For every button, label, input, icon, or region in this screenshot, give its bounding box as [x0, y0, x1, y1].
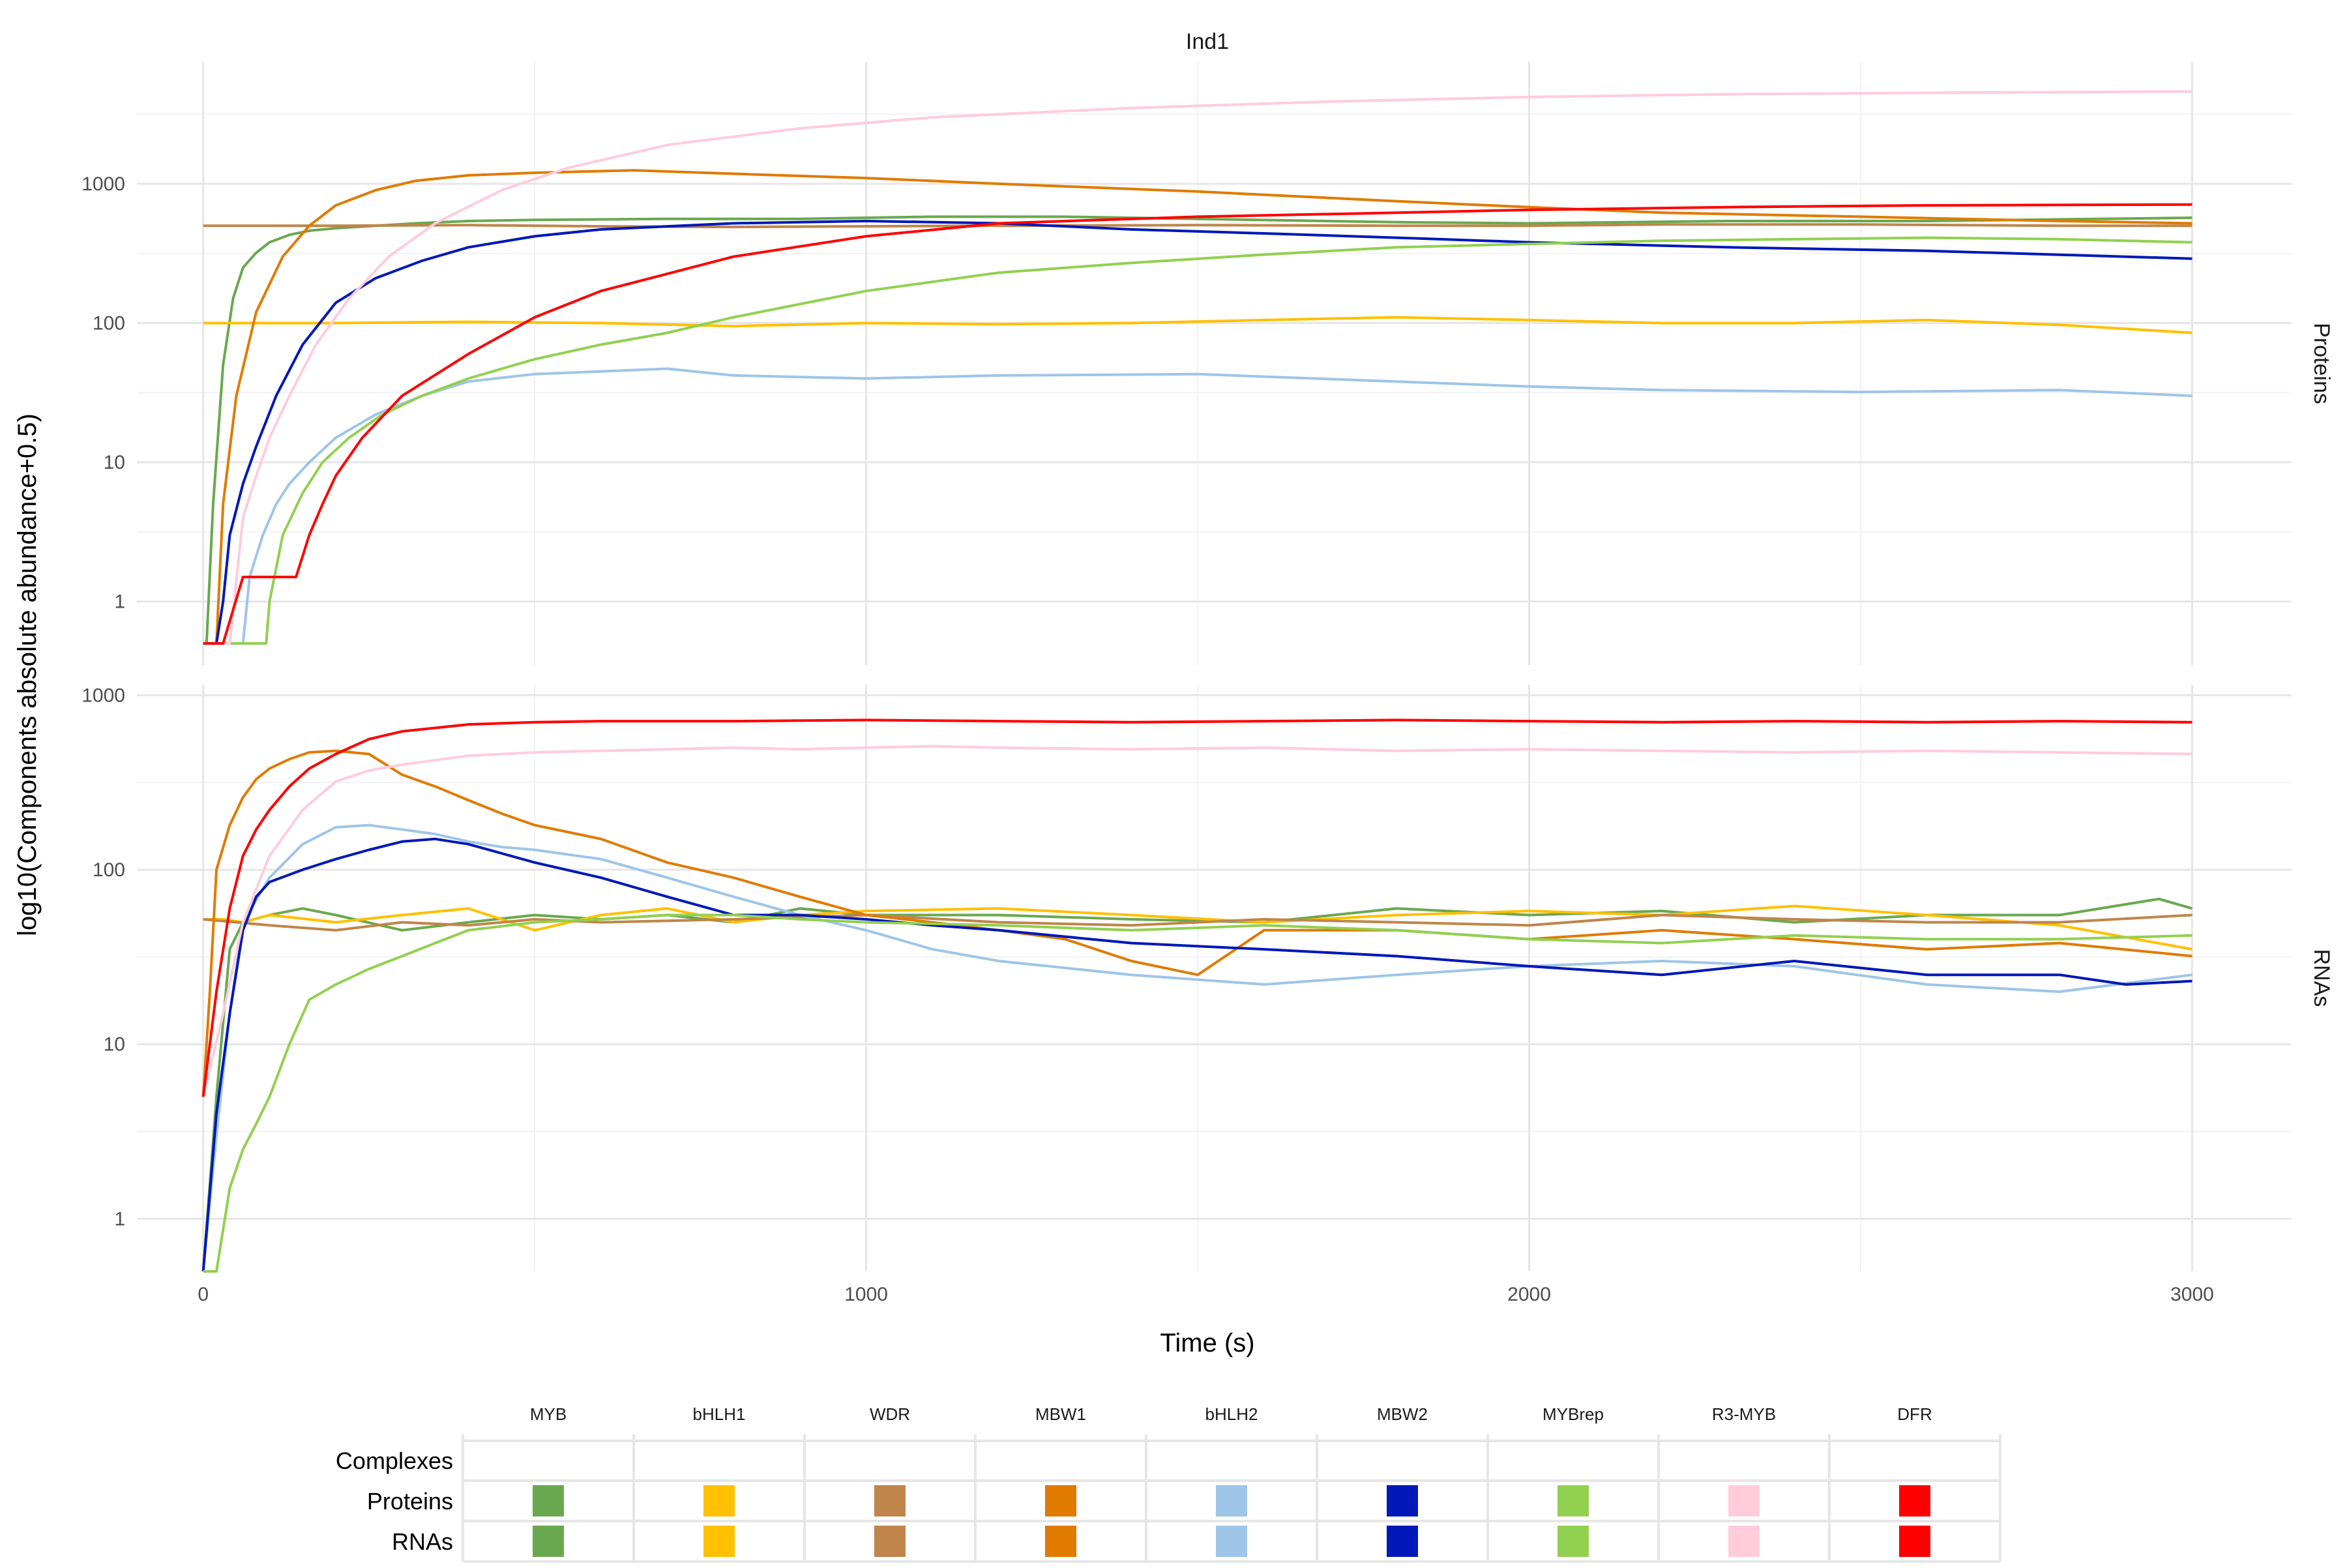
series-line-rnas-r3-myb [201, 745, 2192, 1097]
legend-column-wdr: WDR [870, 1404, 910, 1424]
legend-column-mbw2: MBW2 [1377, 1404, 1428, 1424]
legend-swatch-proteins-mybrep [1557, 1485, 1589, 1516]
legend-swatch-rnas-dfr [1899, 1526, 1930, 1557]
panels-layer: 1 10 100 1000 Proteins 1 10 100 1000 RNAs 0 1000 200… [81, 62, 2334, 1305]
legend-swatch-proteins-myb [533, 1485, 564, 1516]
legend-swatch-rnas-wdr [874, 1526, 906, 1557]
legend-swatch-proteins-bhlh1 [703, 1485, 735, 1516]
y-tick-label: 100 [93, 859, 125, 881]
legend-swatch-rnas-r3-myb [1728, 1526, 1760, 1557]
legend-column-r3-myb: R3-MYB [1712, 1404, 1776, 1424]
series-line-proteins-dfr [203, 203, 2192, 645]
legend-row-rnas: RNAs [392, 1528, 453, 1555]
y-tick-label: 1000 [81, 173, 125, 195]
gridlines [137, 685, 2292, 1271]
y-tick-label: 1000 [81, 685, 125, 706]
series-line-proteins-mybrep [203, 236, 2192, 645]
y-tick-label: 10 [104, 452, 125, 473]
legend-swatch-proteins-dfr [1899, 1485, 1930, 1516]
y-axis-title: log10(Components absolute abundance+0.5) [13, 413, 42, 936]
series-lines [201, 718, 2193, 1273]
legend-swatch-proteins-mbw1 [1045, 1485, 1076, 1516]
series-line-proteins-myb [203, 215, 2192, 645]
legend-column-mbw1: MBW1 [1035, 1404, 1086, 1424]
legend-column-dfr: DFR [1897, 1404, 1932, 1424]
series-line-proteins-bhlh2 [203, 367, 2192, 645]
series-line-rnas-wdr [203, 913, 2192, 932]
legend-column-bhlh2: bHLH2 [1205, 1404, 1258, 1424]
y-tick-label: 1 [114, 591, 125, 613]
chart-title: Ind1 [1186, 29, 1229, 54]
facet-label-rnas: RNAs [2309, 949, 2334, 1007]
x-axis-title: Time (s) [1160, 1329, 1254, 1357]
x-tick-label: 1000 [844, 1284, 888, 1305]
legend-swatch-rnas-bhlh1 [703, 1526, 735, 1557]
legend-row-proteins: Proteins [367, 1488, 453, 1515]
facet-label-proteins: Proteins [2309, 323, 2334, 404]
legend: MYB bHLH1 WDR MBW1 bHLH2 MBW2 MYBrep R3-MYB DFR C… [336, 1404, 2001, 1563]
x-tick-label: 3000 [2170, 1284, 2214, 1305]
y-tick-label: 10 [104, 1034, 125, 1056]
x-tick-label: 0 [198, 1284, 209, 1305]
legend-swatch-proteins-r3-myb [1728, 1485, 1760, 1516]
legend-swatch-proteins-wdr [874, 1485, 906, 1516]
y-tick-label: 100 [93, 312, 125, 334]
series-line-proteins-wdr [203, 223, 2192, 229]
series-line-rnas-mybrep [203, 913, 2192, 1273]
series-lines [203, 90, 2192, 645]
series-line-rnas-dfr [201, 718, 2192, 1097]
panel-proteins: 1 10 100 1000 Proteins [81, 62, 2334, 665]
legend-row-complexes: Complexes [336, 1447, 453, 1474]
series-line-proteins-mbw2 [203, 220, 2192, 645]
y-tick-label: 1 [114, 1208, 125, 1230]
legend-swatch-rnas-mybrep [1557, 1526, 1589, 1557]
gridlines [137, 62, 2292, 665]
legend-column-mybrep: MYBrep [1543, 1404, 1604, 1424]
series-line-proteins-bhlh1 [203, 316, 2192, 334]
legend-swatch-proteins-bhlh2 [1216, 1485, 1247, 1516]
legend-swatch-rnas-mbw1 [1045, 1526, 1076, 1557]
panel-rnas: 1 10 100 1000 RNAs [81, 685, 2334, 1273]
legend-column-myb: MYB [530, 1404, 567, 1424]
legend-swatch-rnas-myb [533, 1526, 564, 1557]
legend-swatch-rnas-mbw2 [1387, 1526, 1418, 1557]
series-line-proteins-r3-myb [203, 90, 2192, 645]
series-line-rnas-mbw2 [201, 837, 2192, 1272]
series-line-rnas-bhlh2 [201, 823, 2192, 1272]
legend-swatch-proteins-mbw2 [1387, 1485, 1418, 1516]
legend-swatch-rnas-bhlh2 [1216, 1526, 1247, 1557]
legend-column-bhlh1: bHLH1 [693, 1404, 746, 1424]
x-tick-label: 2000 [1507, 1284, 1551, 1305]
